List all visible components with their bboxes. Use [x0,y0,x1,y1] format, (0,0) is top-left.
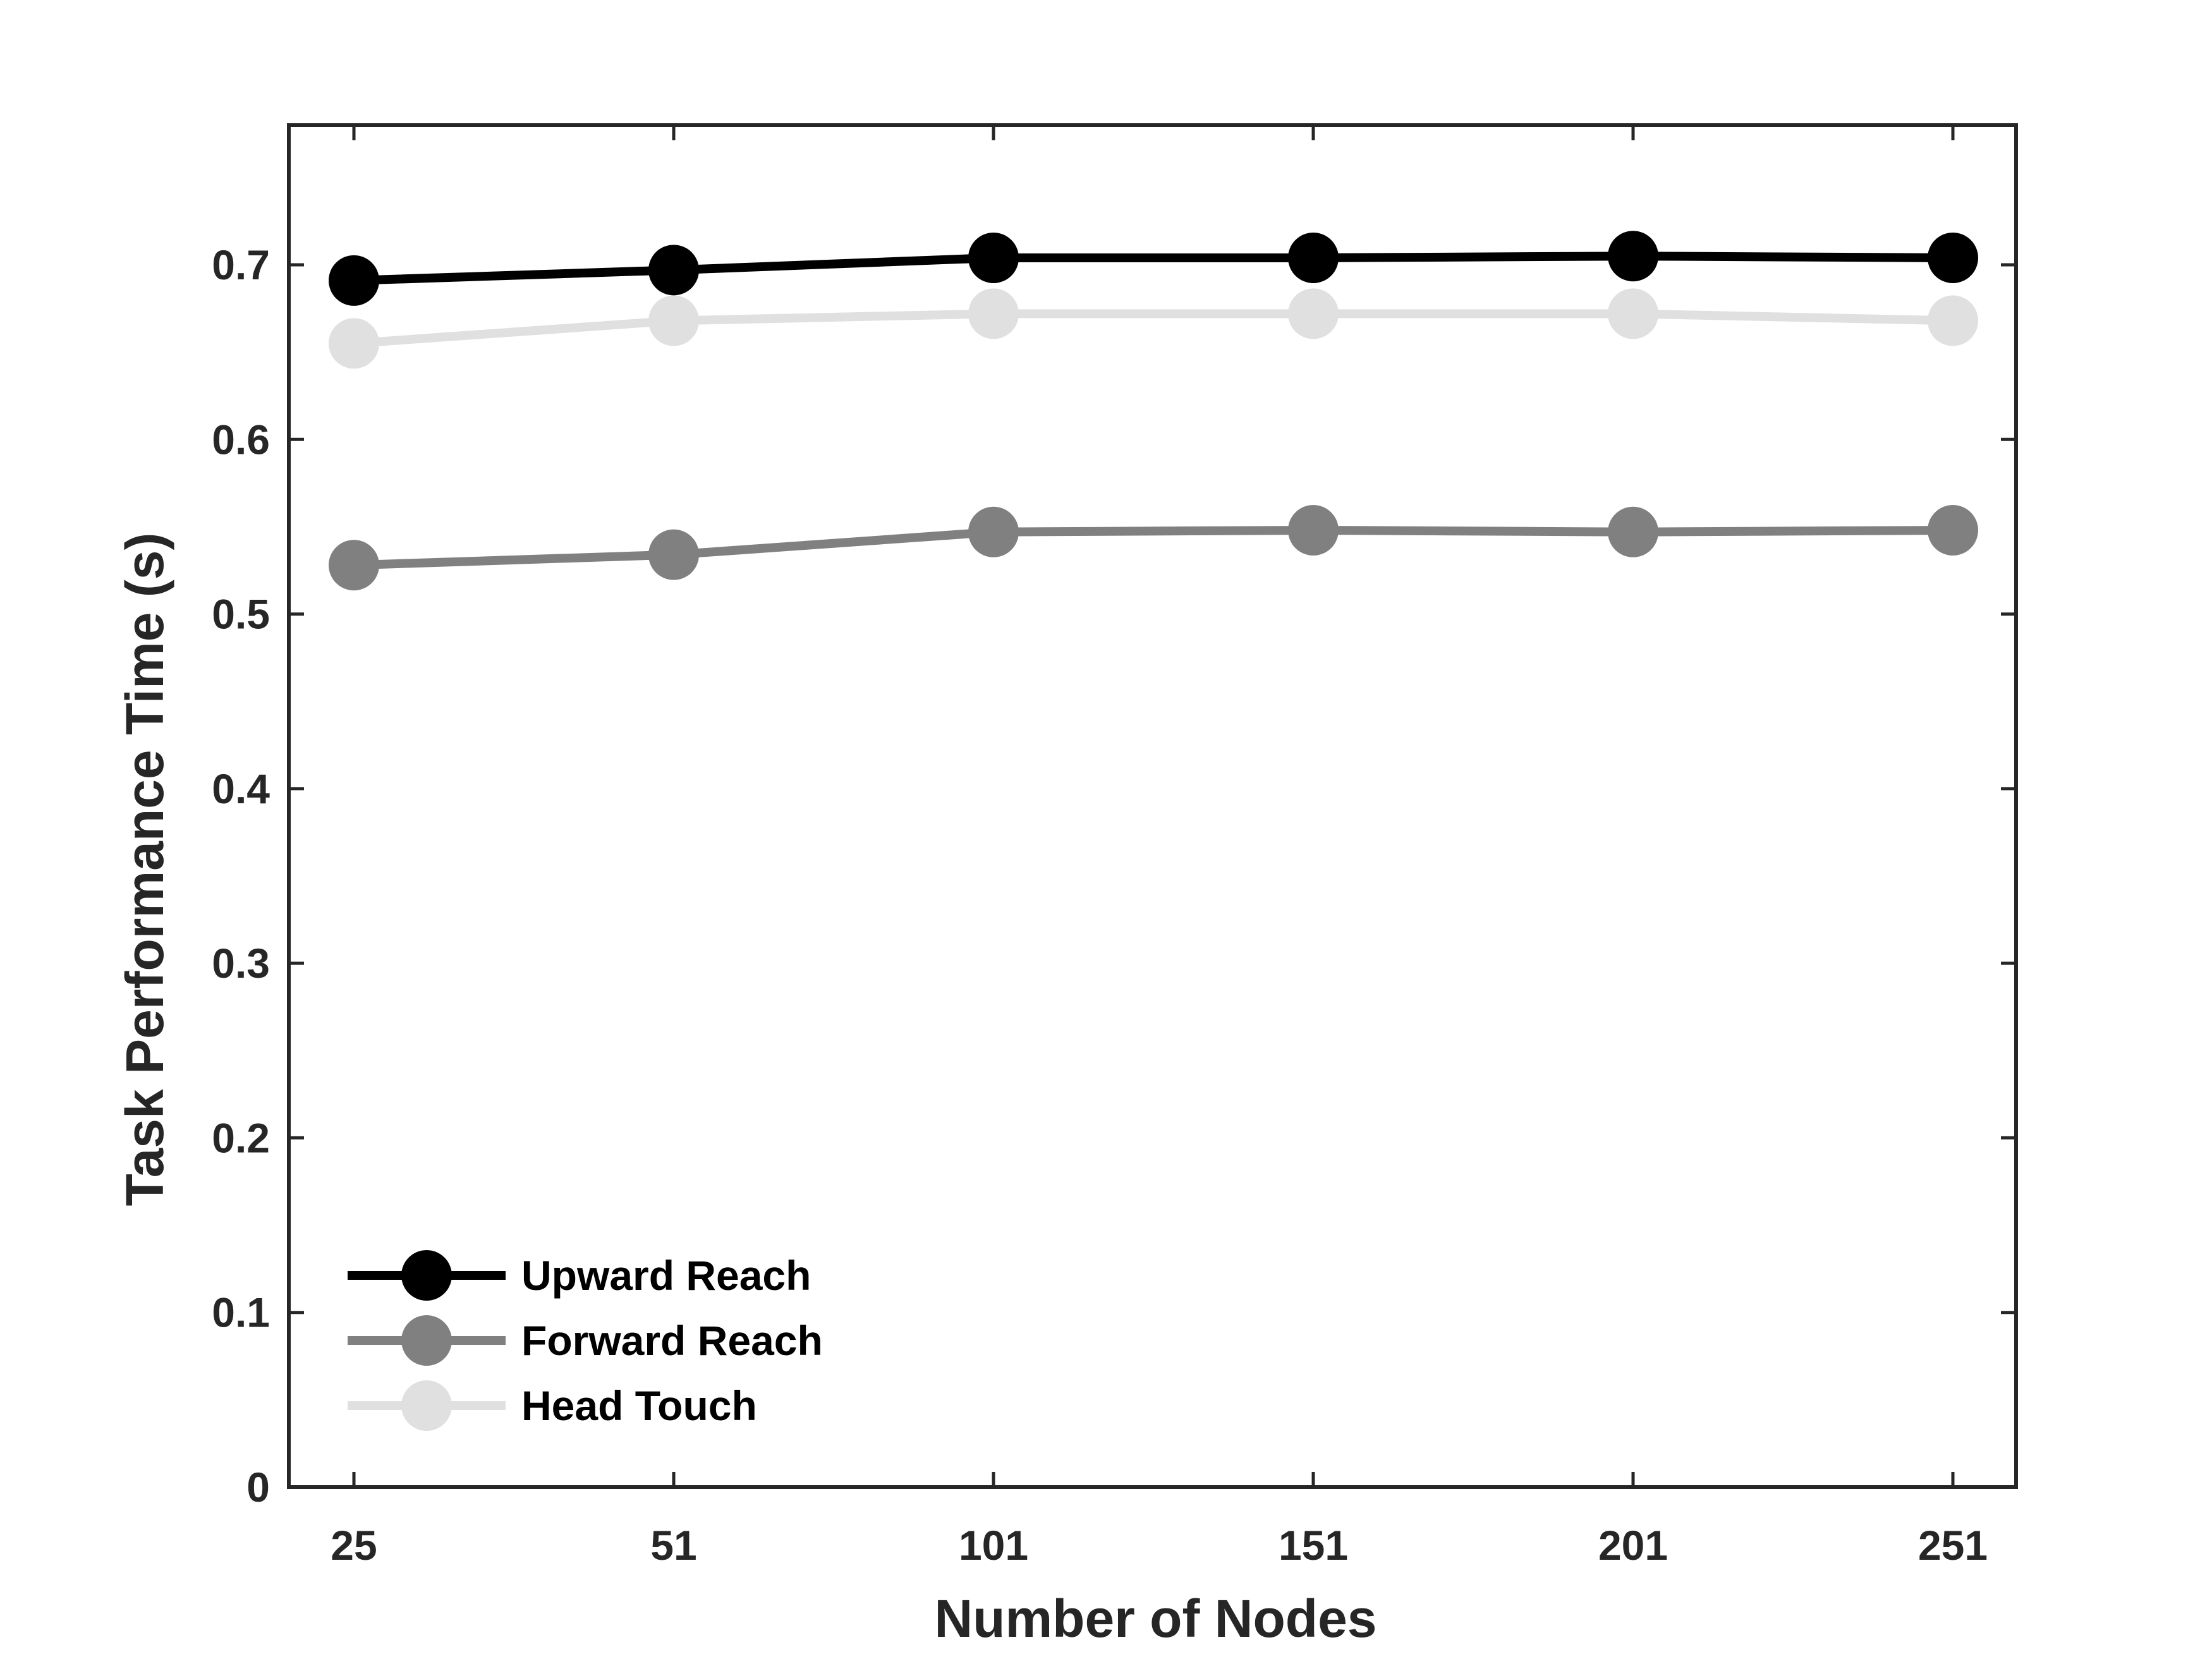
series-group [329,231,1978,591]
legend-label: Head Touch [521,1382,757,1429]
y-tick-label: 0 [246,1464,270,1510]
x-tick-label: 151 [1279,1522,1348,1569]
y-tick-label: 0.3 [212,940,270,987]
y-tick-label: 0.7 [212,241,270,288]
y-axis-title: Task Performance Time (s) [115,533,174,1206]
legend-label: Forward Reach [521,1317,823,1364]
data-point [1608,231,1658,282]
data-point [329,255,379,306]
data-point [1288,232,1339,283]
legend-label: Upward Reach [521,1252,811,1299]
x-axis-title: Number of Nodes [934,1589,1376,1648]
y-tick-label: 0.4 [212,765,270,812]
legend-swatch-marker [401,1250,452,1301]
data-point [1928,232,1978,283]
x-tick-label: 51 [650,1522,696,1569]
y-tick-label: 0.5 [212,591,270,638]
y-tick-label: 0.6 [212,416,270,463]
data-point [329,318,379,369]
x-tick-label: 251 [1918,1522,1988,1569]
series-line [353,252,1954,285]
legend-swatch-marker [401,1315,452,1366]
data-point [1928,295,1978,346]
data-point [329,540,379,591]
y-tick-label: 0.1 [212,1289,270,1336]
data-point [648,295,699,346]
data-point [1288,288,1339,339]
data-point [648,529,699,580]
data-point [968,232,1019,283]
axis-ticks: 25 51 101 151 201 251 0 0.1 0.2 0.3 0.4 0.5 0.6 0.7 [212,125,2016,1569]
plot-frame [287,123,2018,1489]
series-line [353,309,1954,348]
legend-swatch-marker [401,1380,452,1431]
data-point [1608,506,1658,557]
data-point [968,288,1019,339]
data-point [1288,504,1339,556]
data-point [1608,288,1658,339]
x-tick-label: 101 [959,1522,1028,1569]
legend: Upward Reach Forward Reach Head Touch [348,1250,823,1431]
x-tick-label: 25 [331,1522,377,1569]
x-tick-label: 201 [1598,1522,1668,1569]
y-tick-label: 0.2 [212,1114,270,1161]
data-point [968,506,1019,557]
data-point [1928,504,1978,556]
series-line [353,525,1954,570]
data-point [648,245,699,296]
